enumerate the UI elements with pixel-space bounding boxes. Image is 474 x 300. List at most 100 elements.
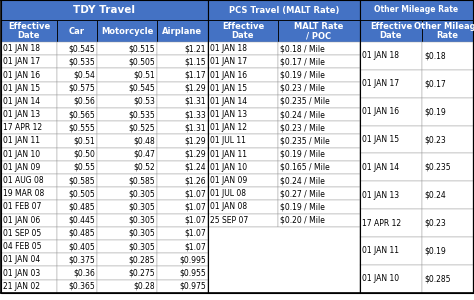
Bar	[278, 95, 360, 108]
Text: $0.53: $0.53	[133, 97, 155, 106]
Text: $0.305: $0.305	[128, 242, 155, 251]
Text: $1.24: $1.24	[184, 163, 206, 172]
Bar	[278, 148, 360, 161]
Bar	[97, 174, 157, 187]
Bar	[97, 214, 157, 227]
Bar	[57, 148, 97, 161]
Text: 01 JAN 17: 01 JAN 17	[210, 57, 247, 66]
Text: 01 JAN 03: 01 JAN 03	[3, 268, 40, 278]
Text: 04 FEB 05: 04 FEB 05	[3, 242, 42, 251]
Bar	[157, 95, 208, 108]
Text: $0.375: $0.375	[68, 255, 95, 264]
Bar	[57, 253, 97, 266]
Bar	[360, 237, 422, 265]
Text: $0.56: $0.56	[73, 97, 95, 106]
Text: $0.47: $0.47	[133, 150, 155, 159]
Text: Effective
Date: Effective Date	[222, 22, 264, 40]
Text: $1.21: $1.21	[184, 44, 206, 53]
Bar	[57, 82, 97, 95]
Text: 01 JAN 17: 01 JAN 17	[362, 79, 399, 88]
Text: MALT Rate
/ POC: MALT Rate / POC	[294, 22, 344, 40]
Text: $0.24 / Mile: $0.24 / Mile	[280, 176, 325, 185]
Bar	[208, 95, 278, 108]
Bar	[1, 121, 57, 134]
Text: $1.07: $1.07	[184, 189, 206, 198]
Text: $0.235 / Mile: $0.235 / Mile	[280, 136, 330, 146]
Text: $0.19: $0.19	[424, 107, 446, 116]
Text: 01 JAN 15: 01 JAN 15	[210, 84, 247, 93]
Text: $0.305: $0.305	[128, 229, 155, 238]
Bar	[97, 253, 157, 266]
Text: $0.18: $0.18	[424, 51, 446, 60]
Bar	[360, 265, 422, 293]
Bar	[97, 121, 157, 134]
Bar	[360, 42, 422, 70]
Text: $0.28: $0.28	[133, 282, 155, 291]
Bar	[208, 148, 278, 161]
Text: $0.50: $0.50	[73, 150, 95, 159]
Bar	[278, 82, 360, 95]
Bar	[97, 280, 157, 293]
Bar	[422, 126, 473, 154]
Text: 01 JAN 09: 01 JAN 09	[210, 176, 247, 185]
Text: $0.51: $0.51	[73, 136, 95, 146]
Bar	[97, 227, 157, 240]
Bar	[1, 161, 57, 174]
Bar	[208, 187, 278, 200]
Bar	[422, 265, 473, 293]
Bar	[57, 187, 97, 200]
Bar	[360, 98, 422, 126]
Text: $0.995: $0.995	[179, 255, 206, 264]
Text: Motorcycle: Motorcycle	[101, 26, 153, 35]
Bar	[278, 187, 360, 200]
Bar	[278, 108, 360, 121]
Bar	[1, 95, 57, 108]
Text: 01 JAN 15: 01 JAN 15	[362, 135, 399, 144]
Bar	[208, 161, 278, 174]
Bar	[97, 200, 157, 214]
Bar	[97, 95, 157, 108]
Bar	[97, 42, 157, 55]
Bar	[57, 161, 97, 174]
Text: Other Mileage
Rate: Other Mileage Rate	[414, 22, 474, 40]
Text: $0.19 / Mile: $0.19 / Mile	[280, 202, 325, 211]
Bar	[360, 126, 422, 154]
Text: 01 JAN 11: 01 JAN 11	[3, 136, 40, 146]
Bar	[422, 237, 473, 265]
Text: TDY Travel: TDY Travel	[73, 5, 136, 15]
Text: 01 JAN 18: 01 JAN 18	[210, 44, 247, 53]
Bar	[157, 82, 208, 95]
Bar	[57, 121, 97, 134]
Bar	[157, 240, 208, 253]
Bar	[57, 95, 97, 108]
Text: $1.33: $1.33	[184, 110, 206, 119]
Text: 01 JAN 09: 01 JAN 09	[3, 163, 40, 172]
Bar	[1, 253, 57, 266]
Text: $1.29: $1.29	[184, 150, 206, 159]
Bar	[360, 0, 473, 293]
Text: 01 JUL 11: 01 JUL 11	[210, 136, 246, 146]
Bar	[57, 266, 97, 280]
Text: $0.23 / Mile: $0.23 / Mile	[280, 123, 325, 132]
Bar	[157, 266, 208, 280]
Text: 01 JUL 08: 01 JUL 08	[210, 189, 246, 198]
Bar	[208, 134, 278, 148]
Bar	[97, 134, 157, 148]
Text: 01 JAN 10: 01 JAN 10	[362, 274, 399, 284]
Text: $0.525: $0.525	[128, 123, 155, 132]
Bar	[57, 68, 97, 82]
Bar	[208, 227, 360, 293]
Bar	[97, 55, 157, 68]
Bar	[1, 187, 57, 200]
Text: 21 JAN 02: 21 JAN 02	[3, 282, 40, 291]
Bar	[208, 0, 360, 293]
Bar	[57, 20, 97, 42]
Bar	[360, 209, 422, 237]
Bar	[97, 108, 157, 121]
Text: $0.955: $0.955	[179, 268, 206, 278]
Text: $0.235 / Mile: $0.235 / Mile	[280, 97, 330, 106]
Text: $0.36: $0.36	[73, 268, 95, 278]
Text: $1.29: $1.29	[184, 84, 206, 93]
Bar	[278, 174, 360, 187]
Bar	[57, 200, 97, 214]
